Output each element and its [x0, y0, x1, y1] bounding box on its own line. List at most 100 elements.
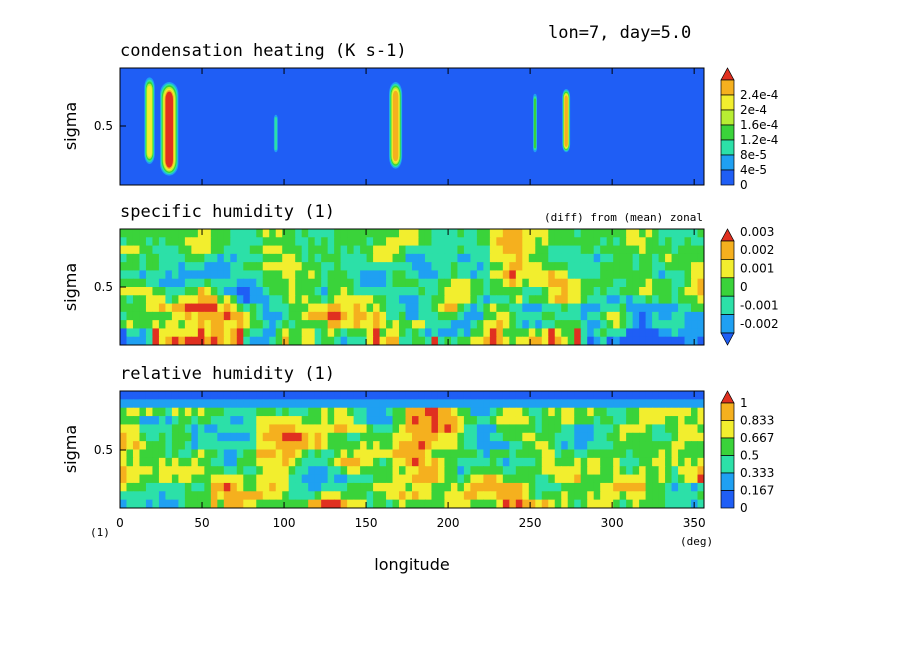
field-cell	[191, 270, 199, 280]
colorbar-tick-label: 0	[740, 178, 748, 192]
field-cell	[600, 441, 608, 451]
field-cell	[366, 466, 374, 476]
field-cell	[470, 229, 478, 238]
field-cell	[269, 245, 277, 255]
field-cell	[632, 253, 640, 263]
field-cell	[204, 499, 212, 508]
field-cell	[424, 262, 433, 272]
field-cell	[470, 328, 478, 338]
field-cell	[256, 270, 264, 280]
heatmap-field	[120, 391, 704, 508]
field-cell	[678, 287, 686, 296]
field-cell	[405, 303, 413, 313]
field-cell	[496, 482, 504, 492]
field-cell	[450, 482, 459, 492]
field-cell	[197, 449, 205, 459]
field-cell	[256, 295, 264, 305]
field-cell	[256, 499, 264, 508]
field-cell	[671, 336, 679, 345]
field-cell	[587, 253, 595, 263]
field-cell	[548, 441, 556, 451]
field-cell	[392, 336, 400, 345]
field-cell	[139, 287, 147, 296]
field-cell	[639, 499, 647, 508]
field-cell	[418, 303, 426, 313]
field-cell	[399, 336, 407, 345]
field-cell	[665, 328, 673, 338]
field-cell	[204, 278, 212, 288]
field-cell	[509, 278, 517, 288]
field-cell	[502, 253, 510, 263]
field-cell	[191, 466, 199, 476]
field-cell	[126, 320, 134, 330]
field-cell	[347, 474, 355, 484]
field-cell	[619, 278, 627, 288]
field-cell	[210, 457, 218, 467]
field-cell	[418, 328, 426, 338]
field-cell	[295, 237, 303, 247]
field-cell	[399, 424, 407, 434]
field-cell	[652, 474, 660, 484]
field-cell	[210, 229, 218, 238]
field-cell	[145, 262, 154, 272]
field-cell	[691, 320, 699, 330]
field-cell	[567, 237, 575, 247]
field-cell	[697, 432, 704, 442]
field-cell	[288, 270, 296, 280]
field-cell	[613, 229, 621, 238]
field-cell	[399, 432, 407, 442]
field-cell	[463, 474, 471, 484]
field-cell	[619, 253, 627, 263]
field-cell	[626, 416, 634, 426]
field-cell	[639, 253, 647, 263]
field-cell	[301, 320, 309, 330]
field-cell	[580, 407, 588, 417]
field-cell	[450, 278, 459, 288]
field-cell	[379, 482, 387, 492]
field-cell	[379, 457, 387, 467]
field-cell	[678, 245, 686, 255]
field-cell	[243, 237, 251, 247]
field-cell	[165, 287, 173, 296]
field-cell	[626, 303, 634, 313]
field-cell	[606, 482, 614, 492]
field-cell	[120, 482, 128, 492]
field-cell	[308, 482, 316, 492]
field-cell	[184, 262, 192, 272]
field-cell	[334, 474, 342, 484]
field-cell	[665, 432, 673, 442]
field-cell	[132, 416, 141, 426]
field-cell	[178, 399, 186, 409]
field-cell	[626, 466, 634, 476]
field-cell	[120, 229, 128, 238]
field-cell	[652, 237, 660, 247]
field-cell	[120, 303, 128, 313]
field-cell	[321, 295, 329, 305]
field-cell	[340, 303, 348, 313]
field-cell	[541, 311, 549, 321]
field-cell	[418, 491, 426, 501]
field-cell	[347, 457, 355, 467]
field-cell	[632, 287, 640, 296]
field-cell	[684, 432, 692, 442]
field-cell	[548, 482, 556, 492]
field-cell	[392, 278, 400, 288]
field-cell	[535, 416, 543, 426]
field-cell	[489, 474, 497, 484]
field-cell	[652, 320, 660, 330]
field-cell	[613, 253, 621, 263]
field-cell	[639, 262, 647, 272]
field-cell	[139, 237, 147, 247]
field-cell	[515, 262, 523, 272]
field-cell	[321, 328, 329, 338]
field-cell	[392, 237, 400, 247]
field-cell	[684, 491, 692, 501]
field-cell	[483, 278, 491, 288]
field-cell	[548, 229, 556, 238]
field-cell	[327, 229, 335, 238]
field-cell	[587, 303, 595, 313]
field-cell	[580, 457, 588, 467]
field-cell	[450, 416, 459, 426]
field-cell	[386, 482, 394, 492]
field-cell	[463, 303, 471, 313]
